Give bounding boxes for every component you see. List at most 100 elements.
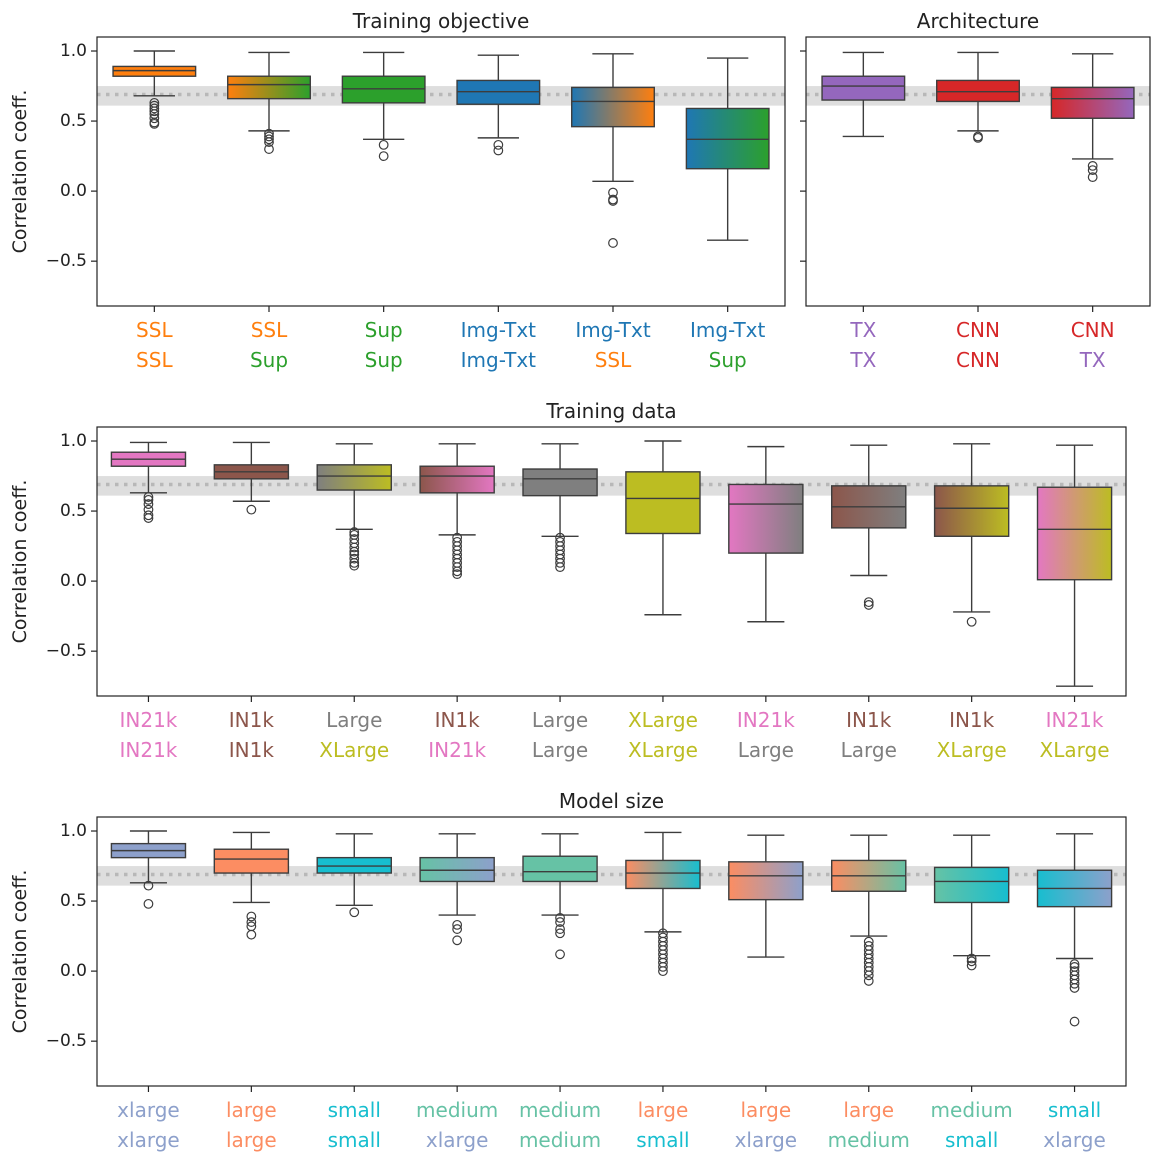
outlier-point — [246, 917, 257, 927]
outlier-point — [264, 131, 274, 142]
y-tick-label: 1.0 — [60, 431, 87, 451]
x-tick-label-bottom: Sup — [709, 348, 747, 372]
y-tick-label: 0.5 — [60, 891, 87, 911]
outlier-point — [966, 616, 977, 627]
outlier-point — [863, 976, 874, 986]
outlier-point — [658, 962, 668, 972]
box-0 — [112, 50, 197, 129]
box-7 — [831, 834, 907, 986]
outlier-point — [658, 966, 668, 977]
outlier-point — [452, 562, 463, 573]
box-iqr — [728, 483, 804, 554]
box-iqr — [685, 107, 770, 170]
x-tick-label-bottom: SSL — [595, 348, 632, 372]
plot-area — [97, 830, 1126, 1027]
x-tick-label-bottom: xlarge — [735, 1128, 798, 1152]
box-iqr — [933, 866, 1010, 904]
x-tick-label-top: SSL — [136, 318, 173, 342]
box-6 — [728, 834, 804, 958]
y-tick-label: 1.0 — [60, 821, 87, 841]
outlier-point — [555, 912, 565, 923]
outlier-point — [349, 527, 360, 537]
box-9 — [1036, 444, 1113, 687]
axes-frame — [96, 816, 1127, 1087]
x-tick-label-top: SSL — [251, 318, 288, 342]
x-tick-label-bottom: SSL — [136, 348, 173, 372]
box-8 — [933, 443, 1010, 627]
y-axis-label: Correlation coeff. — [9, 870, 31, 1034]
axes-frame — [96, 36, 786, 307]
outlier-point — [143, 510, 154, 521]
x-tick-label-bottom: IN21k — [428, 738, 486, 762]
box-1 — [213, 831, 290, 940]
x-tick-label-bottom: small — [328, 1128, 381, 1152]
x-tick-label-bottom: Sup — [365, 348, 403, 372]
x-tick-label-top: IN1k — [846, 708, 892, 732]
box-3 — [419, 833, 495, 946]
outlier-point — [452, 935, 463, 946]
subplot-architecture: TX TX CNN CNN CNN TX Architecture — [800, 9, 1151, 372]
box-0 — [110, 830, 187, 909]
box-0 — [821, 51, 906, 138]
y-axis-label: Correlation coeff. — [9, 90, 31, 254]
box-2 — [341, 51, 426, 161]
box-6 — [728, 445, 804, 623]
x-tick-label-top: small — [1048, 1098, 1101, 1122]
subplot-size: xlarge xlarge large large small small medium xl… — [9, 789, 1127, 1152]
outlier-point — [143, 513, 154, 523]
x-tick-label-top: medium — [931, 1098, 1013, 1122]
x-tick-label-top: IN1k — [435, 708, 481, 732]
box-4 — [522, 833, 598, 960]
outlier-point — [452, 924, 463, 934]
outlier-point — [973, 132, 983, 143]
x-tick-label-top: IN21k — [1046, 708, 1104, 732]
x-tick-label-bottom: Img-Txt — [461, 348, 537, 372]
outlier-point — [149, 103, 160, 114]
x-tick-label-top: Large — [532, 708, 588, 732]
outlier-point — [349, 542, 360, 553]
outlier-point — [1087, 160, 1098, 171]
x-tick-label-bottom: Large — [532, 738, 588, 762]
subplot-title: Architecture — [917, 9, 1039, 33]
outlier-point — [1069, 1016, 1080, 1027]
box-5 — [625, 831, 701, 977]
outlier-point — [966, 953, 977, 964]
x-tick-label-top: medium — [416, 1098, 498, 1122]
box-iqr — [625, 471, 701, 535]
box-3 — [456, 54, 541, 156]
box-iqr — [341, 75, 426, 104]
outlier-point — [863, 970, 874, 981]
x-tick-label-top: Img-Txt — [461, 318, 537, 342]
outlier-point — [452, 566, 463, 577]
box-iqr — [316, 464, 392, 491]
box-iqr — [625, 859, 701, 890]
outlier-point — [966, 956, 977, 967]
outlier-point — [555, 949, 565, 960]
plot-area — [97, 440, 1126, 687]
box-5 — [625, 440, 701, 616]
outlier-point — [608, 238, 618, 248]
x-tick-label-bottom: medium — [519, 1128, 601, 1152]
box-iqr — [419, 465, 495, 494]
x-tick-label-top: small — [328, 1098, 381, 1122]
box-iqr — [1036, 486, 1113, 581]
outlier-point — [349, 546, 360, 557]
outlier-point — [493, 139, 504, 150]
x-tick-label-top: XLarge — [628, 708, 698, 732]
box-iqr — [419, 856, 495, 883]
outlier-point — [349, 558, 360, 568]
x-tick-label-bottom: xlarge — [426, 1128, 489, 1152]
x-tick-label-bottom: XLarge — [937, 738, 1007, 762]
outlier-point — [1087, 165, 1098, 175]
outlier-point — [555, 917, 565, 927]
y-tick-label: 0.5 — [60, 501, 87, 521]
box-5 — [685, 57, 770, 241]
x-tick-label-bottom: XLarge — [628, 738, 698, 762]
box-iqr — [1050, 86, 1135, 119]
y-tick-label: −0.5 — [46, 641, 87, 661]
outlier-point — [1069, 959, 1080, 970]
outlier-point — [966, 960, 977, 971]
x-tick-label-bottom: xlarge — [1043, 1128, 1106, 1152]
x-tick-label-bottom: xlarge — [117, 1128, 180, 1152]
